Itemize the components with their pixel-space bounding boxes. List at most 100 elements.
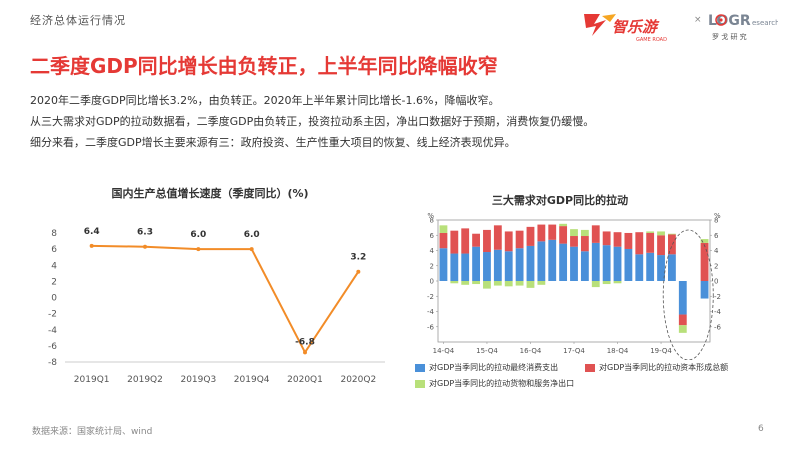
stacked-bar-segment: [548, 224, 557, 240]
y-tick-label: -4: [48, 326, 57, 336]
gdp-growth-data-label: 6.0: [190, 230, 206, 240]
x-tick-label: 15-Q4: [476, 347, 498, 355]
stacked-bar-segment: [613, 232, 622, 247]
y-tick-label: -8: [48, 358, 57, 368]
left-y-tick-label: -2: [427, 293, 434, 301]
logr-logo: LOGR esearch 罗 戈 研 究: [708, 13, 778, 41]
stacked-bar-segment: [439, 225, 448, 233]
x-tick-label: 2020Q1: [287, 375, 323, 385]
stacked-bar-segment: [483, 281, 491, 289]
y-tick-label: -6: [48, 342, 57, 352]
stacked-bar-segment: [700, 239, 709, 243]
y-tick-label: 4: [51, 261, 57, 271]
legend-label-consumption: 对GDP当季同比的拉动最终消费支出: [429, 363, 559, 372]
y-tick-label: 6: [51, 245, 57, 255]
stacked-bar-segment: [493, 281, 502, 286]
legend-item-net-export: 对GDP当季同比的拉动货物和服务净出口: [415, 378, 574, 389]
stacked-bar-segment: [591, 281, 600, 288]
stacked-bar-segment: [559, 226, 568, 244]
stacked-bar-segment: [559, 243, 568, 281]
logr-suffix-text: esearch: [752, 19, 778, 27]
legend-item-consumption: 对GDP当季同比的拉动最终消费支出: [415, 362, 558, 373]
stacked-bar-segment: [635, 254, 644, 281]
stacked-bar-segment: [668, 254, 676, 281]
stacked-bar-segment: [700, 242, 709, 281]
left-y-tick-label: -6: [427, 323, 435, 331]
gdp-growth-chart-title: 国内生产总值增长速度（季度同比）(%): [111, 187, 309, 200]
stacked-bar-segment: [450, 230, 459, 254]
stacked-bar-segment: [526, 226, 535, 246]
left-y-tick-label: 4: [430, 247, 435, 255]
section-title: 经济总体运行情况: [30, 14, 126, 27]
logo-zhile-text: 智乐游: [612, 18, 660, 36]
y-tick-label: 0: [51, 294, 57, 304]
x-tick-label: 19-Q4: [650, 347, 672, 355]
stacked-bar-segment: [700, 281, 709, 299]
y-tick-label: 2: [51, 277, 57, 287]
left-y-tick-label: 6: [430, 232, 435, 240]
x-tick-label: 16-Q4: [520, 347, 542, 355]
stacked-bar-segment: [646, 231, 655, 233]
logo-bolt-icon: [584, 14, 606, 36]
legend-label-capital: 对GDP当季同比的拉动资本形成总额: [599, 363, 729, 372]
left-y-tick-label: 0: [430, 278, 434, 286]
x-tick-label: 18-Q4: [607, 347, 629, 355]
stacked-bar-segment: [537, 281, 546, 285]
legend-swatch-consumption: [415, 363, 425, 372]
stacked-bar-segment: [613, 281, 622, 284]
y-tick-label: -2: [48, 310, 57, 320]
stacked-bar-segment: [504, 251, 513, 281]
right-y-tick-label: 0: [714, 278, 718, 286]
stacked-bar-segment: [515, 248, 524, 281]
stacked-bar-segment: [591, 225, 600, 243]
stacked-bar-segment: [493, 225, 502, 250]
stacked-bar-segment: [580, 236, 589, 252]
stacked-bar-segment: [570, 246, 578, 281]
logo-separator: ×: [694, 15, 702, 25]
right-y-tick-label: 8: [714, 217, 718, 225]
stacked-bar-segment: [537, 224, 546, 242]
x-tick-label: 2020Q2: [340, 375, 376, 385]
stacked-bar-segment: [602, 245, 611, 281]
gdp-growth-point: [249, 247, 254, 252]
legend-item-capital: 对GDP当季同比的拉动资本形成总额: [585, 362, 728, 373]
stacked-bar-segment: [483, 229, 491, 253]
stacked-bar-segment: [472, 281, 480, 285]
logo-zhile-sub: GAME ROAD: [636, 37, 667, 43]
gdp-growth-data-label: 6.0: [244, 230, 260, 240]
stacked-bar-segment: [559, 223, 568, 227]
gdp-growth-point: [143, 244, 147, 249]
y-tick-label: 8: [51, 229, 57, 239]
gdp-growth-series-line: [91, 244, 360, 355]
page-number: 6: [758, 424, 764, 434]
stacked-bar-segment: [602, 281, 611, 285]
stacked-bar-segment: [472, 233, 480, 247]
stacked-bar-segment: [678, 325, 687, 333]
gdp-growth-point: [89, 243, 94, 248]
stacked-bar-segment: [580, 251, 589, 281]
stacked-bar-segment: [548, 239, 557, 281]
gdp-growth-data-label: 3.2: [350, 253, 366, 263]
stacked-bar-segment: [526, 245, 535, 281]
x-tick-label: 2019Q2: [127, 375, 163, 385]
stacked-bar-segment: [668, 233, 676, 235]
right-y-tick-label: 4: [714, 247, 719, 255]
stacked-bar-segment: [439, 232, 448, 249]
logr-sub-text: 罗 戈 研 究: [712, 32, 747, 41]
stacked-bar-segment: [461, 228, 470, 254]
page-headline: 二季度GDP同比增长由负转正，上半年同比降幅收窄: [30, 54, 498, 78]
stacked-bar-segment: [646, 232, 655, 253]
right-y-tick-label: -2: [714, 293, 721, 301]
stacked-bar-segment: [450, 253, 459, 281]
legend-swatch-net-export: [415, 379, 425, 388]
logr-main-text: LOGR: [708, 13, 751, 29]
stacked-bar-segment: [461, 281, 470, 285]
stacked-bar-segment: [580, 229, 589, 237]
stacked-bar-segment: [450, 281, 459, 284]
paragraph-3: 细分来看，二季度GDP增长主要来源有三：政府投资、生产性重大项目的恢复、线上经济…: [30, 136, 516, 149]
stacked-bar-segment: [570, 229, 578, 237]
logo-flame-icon: [602, 14, 616, 22]
gdp-growth-data-label: -6.8: [295, 337, 315, 347]
data-source: 数据来源：国家统计局、wind: [32, 427, 153, 437]
stacked-bar-segment: [613, 246, 622, 281]
